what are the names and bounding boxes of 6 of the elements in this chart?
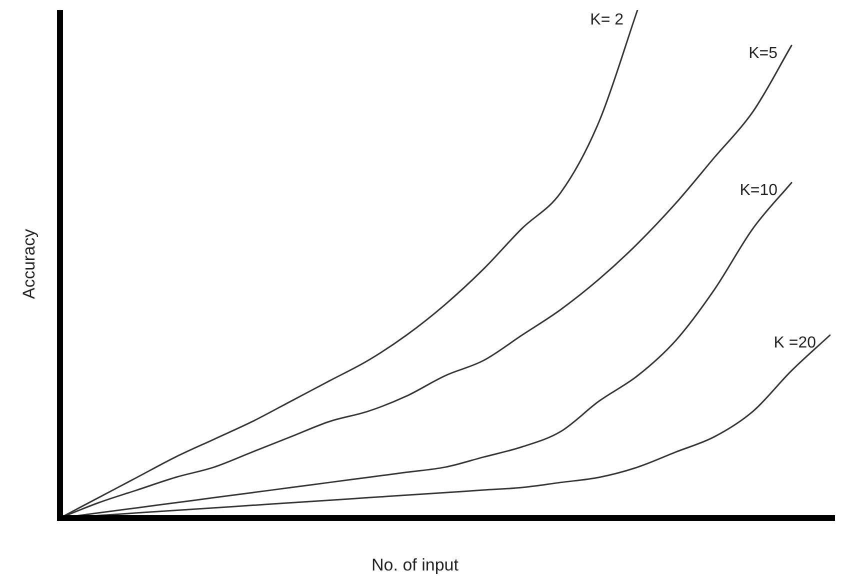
series-label: K= 2 <box>590 11 624 28</box>
y-axis-title: Accuracy <box>20 228 39 299</box>
x-axis-title: No. of input <box>372 556 459 575</box>
series-label: K=10 <box>740 182 778 200</box>
series-label: K=5 <box>748 44 778 62</box>
series-label: K =20 <box>774 334 816 352</box>
